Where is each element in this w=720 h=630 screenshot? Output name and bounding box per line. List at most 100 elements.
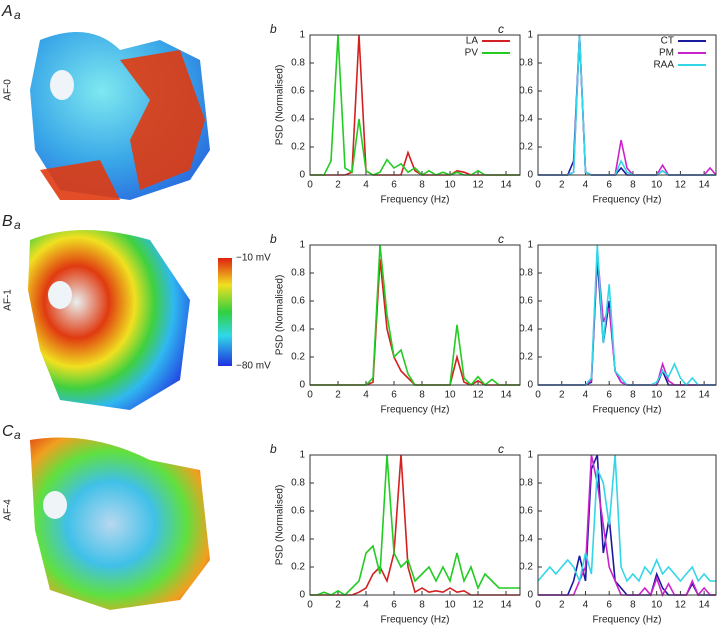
- x-tick-label: 2: [335, 390, 341, 401]
- series-line: [310, 258, 520, 386]
- x-tick-label: 14: [699, 600, 711, 611]
- panel-label: b: [270, 442, 277, 456]
- x-tick-label: 0: [535, 390, 541, 401]
- panel-sub-letter: a: [14, 218, 21, 232]
- x-tick-label: 12: [472, 180, 484, 191]
- series-line: [538, 454, 716, 597]
- x-tick-label: 12: [472, 390, 484, 401]
- legend-label: RAA: [653, 60, 674, 71]
- x-tick-label: 0: [535, 180, 541, 191]
- x-tick-label: 6: [391, 180, 397, 191]
- x-tick-label: 0: [307, 390, 313, 401]
- y-tick-label: 0.6: [291, 296, 305, 307]
- x-tick-label: 12: [675, 390, 687, 401]
- y-axis-label: PSD (Normalised): [275, 65, 286, 146]
- plot-frame: [309, 34, 521, 176]
- x-tick-label: 0: [535, 600, 541, 611]
- x-tick-label: 8: [630, 180, 636, 191]
- y-tick-label: 1: [527, 30, 533, 41]
- series-line: [538, 454, 716, 596]
- y-tick-label: 0: [527, 590, 533, 601]
- y-tick-label: 0.8: [291, 268, 305, 279]
- x-tick-label: 14: [699, 390, 711, 401]
- condition-label: AF-1: [3, 289, 14, 311]
- x-tick-label: 12: [472, 600, 484, 611]
- x-tick-label: 8: [419, 180, 425, 191]
- panel-label: b: [270, 22, 277, 36]
- x-tick-label: 10: [651, 390, 663, 401]
- y-tick-label: 0.2: [519, 562, 533, 573]
- series-line: [310, 244, 520, 387]
- colorbar-min-label: −80 mV: [236, 361, 271, 372]
- series-line: [537, 454, 716, 584]
- series-line: [538, 34, 716, 176]
- colorbar-gradient: [218, 258, 232, 366]
- plot-frame: [537, 244, 717, 386]
- panel-label: c: [498, 232, 504, 246]
- x-tick-label: 8: [419, 390, 425, 401]
- series-line: [538, 244, 716, 387]
- x-tick-label: 14: [500, 180, 512, 191]
- y-tick-label: 1: [299, 450, 305, 461]
- x-tick-label: 2: [335, 180, 341, 191]
- x-tick-label: 4: [583, 600, 589, 611]
- y-axis-label: PSD (Normalised): [275, 485, 286, 566]
- y-tick-label: 0.4: [519, 534, 533, 545]
- x-tick-label: 6: [606, 180, 612, 191]
- panel-letter: A: [1, 3, 13, 20]
- y-tick-label: 0.4: [519, 114, 533, 125]
- x-tick-label: 0: [307, 600, 313, 611]
- x-tick-label: 6: [606, 600, 612, 611]
- x-tick-label: 4: [363, 390, 369, 401]
- y-tick-label: 0.2: [291, 352, 305, 363]
- x-tick-label: 6: [606, 390, 612, 401]
- y-tick-label: 0.8: [519, 268, 533, 279]
- condition-label: AF-0: [3, 79, 14, 101]
- y-tick-label: 0.6: [519, 86, 533, 97]
- x-tick-label: 14: [500, 600, 512, 611]
- series-line: [310, 454, 520, 597]
- series-line: [310, 34, 520, 177]
- x-tick-label: 10: [651, 600, 663, 611]
- plot-frame: [309, 454, 521, 596]
- y-tick-label: 0.2: [291, 142, 305, 153]
- colorbar: −10 mV −80 mV: [218, 253, 271, 372]
- x-tick-label: 4: [583, 390, 589, 401]
- legend-label: LA: [466, 36, 479, 47]
- y-tick-label: 0: [527, 380, 533, 391]
- plot-frame: [537, 454, 717, 596]
- x-tick-label: 2: [335, 600, 341, 611]
- x-tick-label: 10: [444, 600, 456, 611]
- y-tick-label: 1: [527, 450, 533, 461]
- plot-frame: [537, 34, 717, 176]
- series-line: [538, 258, 716, 386]
- series-line: [538, 251, 716, 386]
- y-tick-label: 0.4: [291, 324, 305, 335]
- panel-label: c: [498, 442, 504, 456]
- panel-sub-letter: a: [14, 8, 21, 22]
- panel-letter: C: [2, 423, 14, 440]
- x-tick-label: 8: [630, 600, 636, 611]
- y-tick-label: 0.2: [519, 142, 533, 153]
- x-tick-label: 10: [444, 180, 456, 191]
- x-tick-label: 12: [675, 600, 687, 611]
- y-tick-label: 0.4: [291, 534, 305, 545]
- heart-images: [28, 32, 210, 610]
- x-tick-label: 2: [559, 600, 565, 611]
- x-tick-label: 8: [630, 390, 636, 401]
- colorbar-max-label: −10 mV: [236, 253, 271, 264]
- panel-letter: B: [2, 213, 13, 230]
- y-tick-label: 0.4: [291, 114, 305, 125]
- condition-label: AF-4: [3, 499, 14, 521]
- y-tick-label: 0: [299, 590, 305, 601]
- x-tick-label: 8: [419, 600, 425, 611]
- x-axis-label: Frequency (Hz): [593, 405, 662, 416]
- x-tick-label: 2: [559, 180, 565, 191]
- series-line: [538, 34, 716, 176]
- y-tick-label: 0.2: [291, 562, 305, 573]
